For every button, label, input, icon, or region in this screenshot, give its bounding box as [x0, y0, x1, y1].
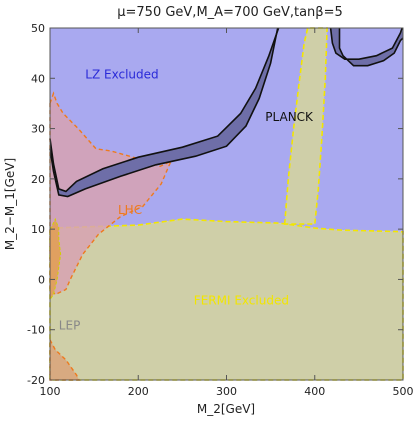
- x-tick-label: 500: [393, 385, 414, 398]
- planck-bands-layer: [49, 27, 404, 198]
- region-label-lep: LEP: [59, 319, 81, 333]
- y-tick-label: 40: [31, 72, 45, 85]
- region-lhc-low-mass-splitting: [50, 339, 80, 380]
- band-planck-upper-branch: [330, 28, 403, 66]
- region-label-lz-excluded: LZ Excluded: [85, 67, 158, 81]
- x-axis-label: M_2[GeV]: [197, 402, 255, 416]
- y-tick-label: 10: [31, 223, 45, 236]
- y-tick-label: 0: [38, 273, 45, 286]
- y-axis-label: M_2−M_1[GeV]: [3, 158, 17, 250]
- region-lhc: [50, 93, 171, 295]
- region-fermi-excluded-channel: [284, 28, 328, 225]
- region-labels-layer: LZ Excluded FERMI Excluded LHC LEP PLANCK: [59, 67, 314, 332]
- band-edge-planck-inner: [49, 27, 279, 198]
- x-tick-label: 300: [216, 385, 237, 398]
- series-label-planck: PLANCK: [265, 110, 314, 124]
- band-edge-planck-upper-branch-outer: [329, 27, 403, 61]
- x-tick-label: 100: [40, 385, 61, 398]
- chart-title: μ=750 GeV,M_A=700 GeV,tanβ=5: [117, 5, 343, 20]
- y-tick-label: 50: [31, 22, 45, 35]
- y-tick-label: 20: [31, 173, 45, 186]
- region-label-fermi-excluded: FERMI Excluded: [194, 294, 289, 308]
- x-tick-label: 200: [128, 385, 149, 398]
- x-tick-label: 400: [304, 385, 325, 398]
- region-boundary-lep: [49, 217, 62, 302]
- region-boundary-lhc: [49, 91, 173, 296]
- y-tick-label: 30: [31, 123, 45, 136]
- band-edge-planck-upper-branch-inner: [338, 28, 404, 67]
- band-edge-planck-outer: [49, 27, 280, 193]
- y-tick-label: -20: [27, 374, 45, 387]
- regions-layer: [49, 27, 404, 381]
- region-fermi-excluded: [50, 219, 403, 380]
- ticks-layer: 100 200 300 400 500 -20 -10 0 10 20 30 40 50: [27, 22, 413, 398]
- y-tick-label: -10: [27, 324, 45, 337]
- region-label-lhc: LHC: [118, 203, 142, 217]
- region-boundary-fermi-excluded-channel: [283, 27, 328, 225]
